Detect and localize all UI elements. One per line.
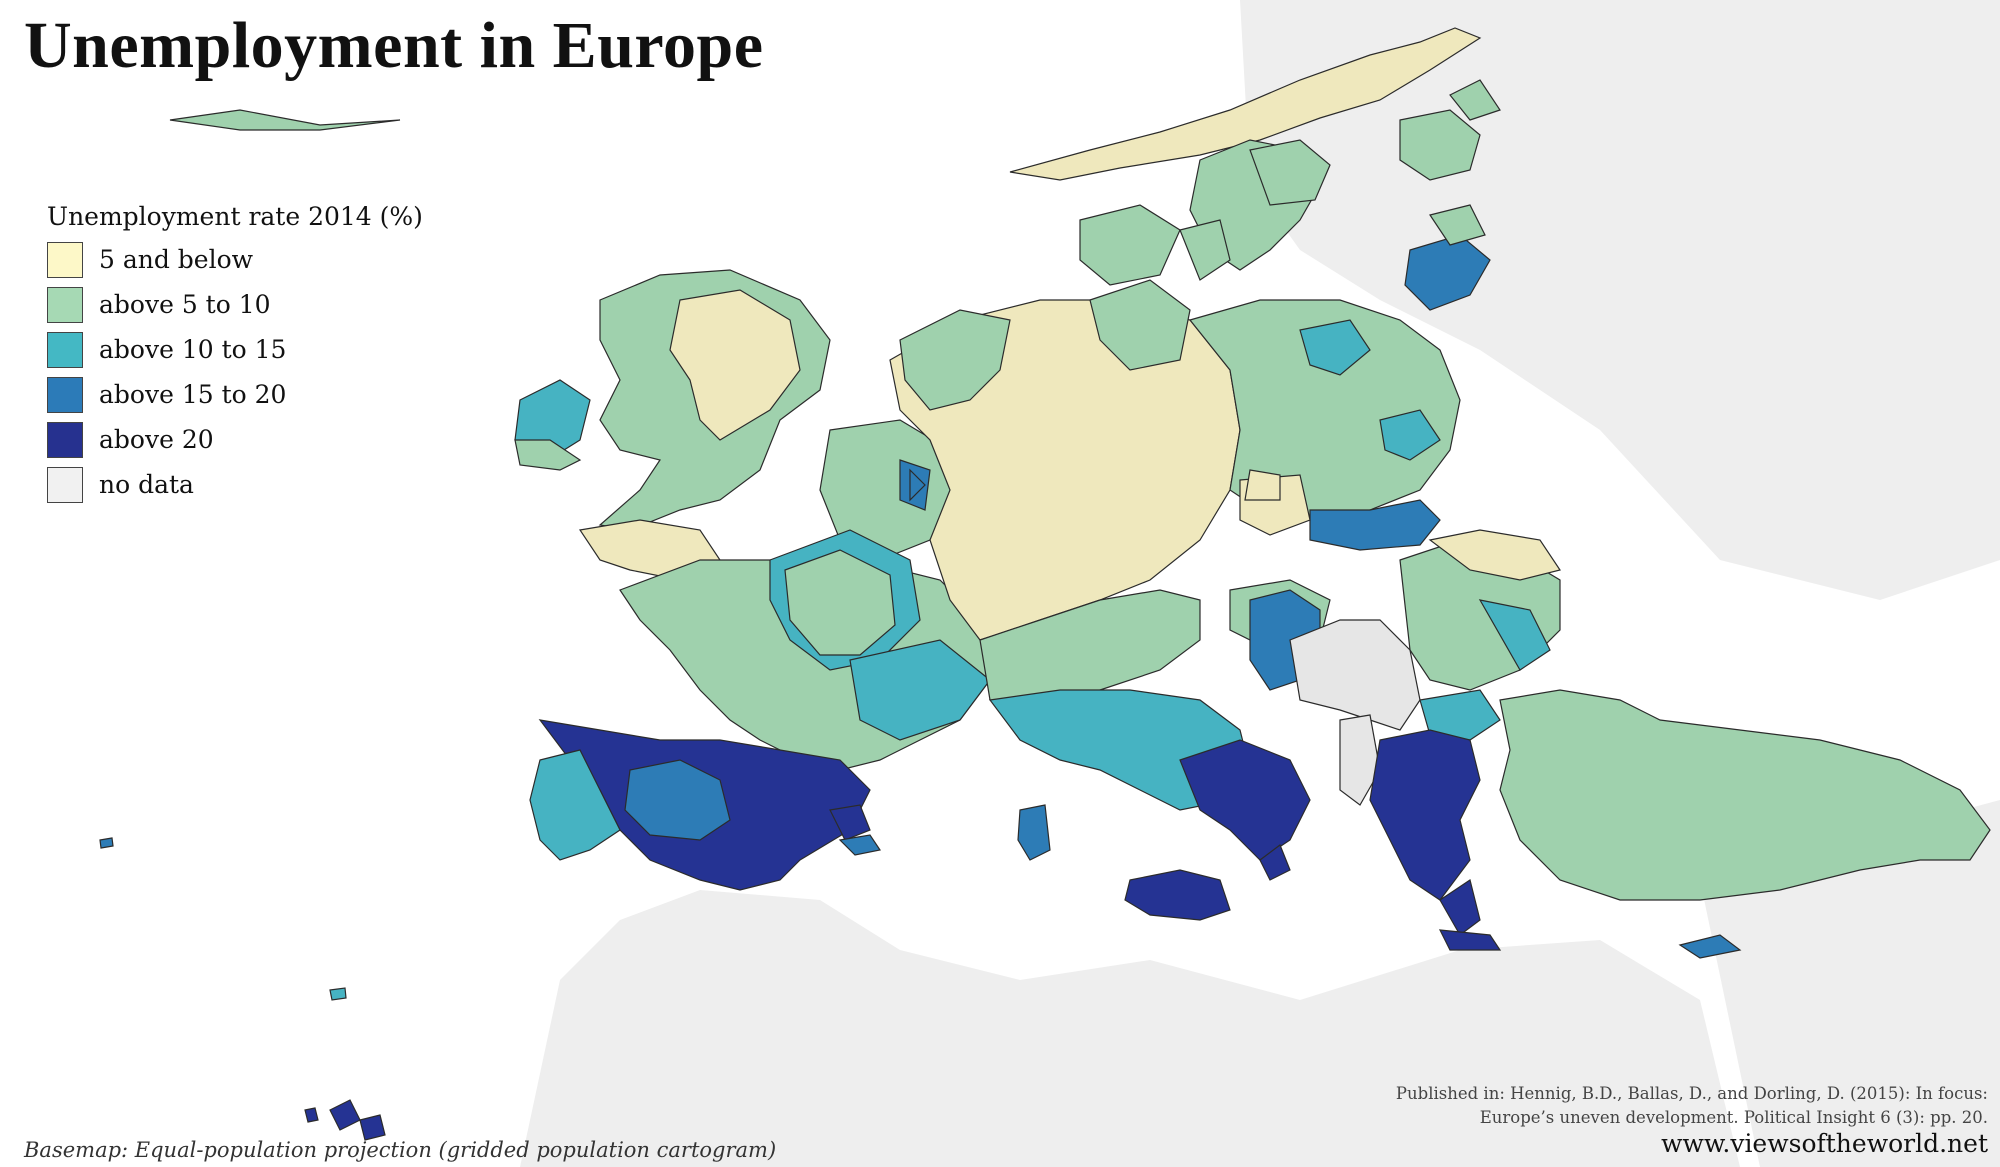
region-poland-east — [1188, 299, 1461, 551]
region-germany — [889, 279, 1241, 641]
legend-swatch — [47, 331, 83, 368]
citation-line: Published in: Hennig, B.D., Ballas, D., … — [1395, 1084, 1988, 1103]
legend-swatch — [47, 286, 83, 323]
website-link[interactable]: www.viewsoftheworld.net — [1661, 1129, 1988, 1158]
legend-label: above 5 to 10 — [99, 290, 271, 319]
legend-item: above 10 to 15 — [47, 327, 423, 372]
legend-label: above 20 — [99, 425, 214, 454]
region-turkey — [1499, 689, 1991, 959]
citation-line: Europe’s uneven development. Political I… — [1479, 1108, 1988, 1127]
legend: Unemployment rate 2014 (%) 5 and below a… — [47, 202, 423, 507]
basemap-note: Basemap: Equal-population projection (gr… — [24, 1138, 777, 1162]
legend-item: 5 and below — [47, 237, 423, 282]
region-greece — [1369, 729, 1502, 951]
legend-item: above 20 — [47, 417, 423, 462]
region-islands — [99, 109, 401, 1141]
legend-swatch — [47, 466, 83, 503]
legend-label: 5 and below — [99, 245, 254, 274]
region-uk-ireland — [514, 269, 831, 581]
legend-swatch — [47, 421, 83, 458]
legend-swatch — [47, 241, 83, 278]
map-title: Unemployment in Europe — [24, 9, 764, 82]
region-italy — [988, 689, 1311, 921]
citation: Published in: Hennig, B.D., Ballas, D., … — [1396, 1082, 1988, 1130]
legend-label: above 15 to 20 — [99, 380, 287, 409]
legend-label: above 10 to 15 — [99, 335, 287, 364]
legend-label: no data — [99, 470, 194, 499]
region-benelux — [819, 419, 961, 561]
legend-item: above 15 to 20 — [47, 372, 423, 417]
region-france — [619, 529, 991, 771]
legend-item: above 5 to 10 — [47, 282, 423, 327]
legend-item: no data — [47, 462, 423, 507]
region-scandinavia — [1009, 27, 1501, 286]
region-balkans — [1249, 529, 1561, 806]
region-baltics — [1404, 204, 1491, 311]
legend-title: Unemployment rate 2014 (%) — [47, 202, 423, 231]
region-iberia — [529, 719, 881, 891]
legend-swatch — [47, 376, 83, 413]
